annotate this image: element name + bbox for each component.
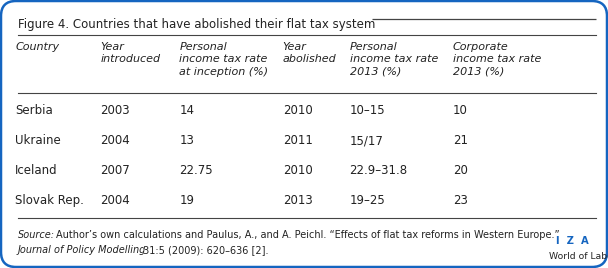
Text: Country: Country	[15, 42, 60, 52]
Text: 2010: 2010	[283, 164, 313, 177]
Text: I  Z  A: I Z A	[556, 236, 589, 246]
Text: Iceland: Iceland	[15, 164, 58, 177]
Text: 19: 19	[179, 194, 195, 207]
Text: 21: 21	[453, 134, 468, 147]
Text: Year
abolished: Year abolished	[283, 42, 336, 64]
Text: Source:: Source:	[18, 230, 55, 240]
Text: 31:5 (2009): 620–636 [2].: 31:5 (2009): 620–636 [2].	[139, 245, 268, 255]
Text: Serbia: Serbia	[15, 104, 53, 117]
Text: 13: 13	[179, 134, 194, 147]
Text: 10–15: 10–15	[350, 104, 385, 117]
Text: Author’s own calculations and Paulus, A., and A. Peichl. “Effects of flat tax re: Author’s own calculations and Paulus, A.…	[56, 230, 559, 240]
Text: Corporate
income tax rate
2013 (%): Corporate income tax rate 2013 (%)	[453, 42, 541, 77]
Text: 22.75: 22.75	[179, 164, 213, 177]
Text: 2011: 2011	[283, 134, 313, 147]
Text: 2007: 2007	[100, 164, 130, 177]
Text: Personal
income tax rate
2013 (%): Personal income tax rate 2013 (%)	[350, 42, 438, 77]
Text: 2004: 2004	[100, 194, 130, 207]
Text: 2013: 2013	[283, 194, 313, 207]
Text: 2004: 2004	[100, 134, 130, 147]
Text: 19–25: 19–25	[350, 194, 385, 207]
Text: 20: 20	[453, 164, 468, 177]
Text: 23: 23	[453, 194, 468, 207]
Text: 14: 14	[179, 104, 195, 117]
Text: Figure 4. Countries that have abolished their flat tax system: Figure 4. Countries that have abolished …	[18, 18, 375, 31]
Text: Journal of Policy Modelling: Journal of Policy Modelling	[18, 245, 147, 255]
Text: 2010: 2010	[283, 104, 313, 117]
Text: Personal
income tax rate
at inception (%): Personal income tax rate at inception (%…	[179, 42, 269, 77]
Text: 22.9–31.8: 22.9–31.8	[350, 164, 408, 177]
Text: Slovak Rep.: Slovak Rep.	[15, 194, 84, 207]
Text: 2003: 2003	[100, 104, 130, 117]
Text: Year
introduced: Year introduced	[100, 42, 161, 64]
Text: Ukraine: Ukraine	[15, 134, 61, 147]
Text: 10: 10	[453, 104, 468, 117]
Text: 15/17: 15/17	[350, 134, 384, 147]
Text: World of Labor: World of Labor	[549, 252, 608, 261]
